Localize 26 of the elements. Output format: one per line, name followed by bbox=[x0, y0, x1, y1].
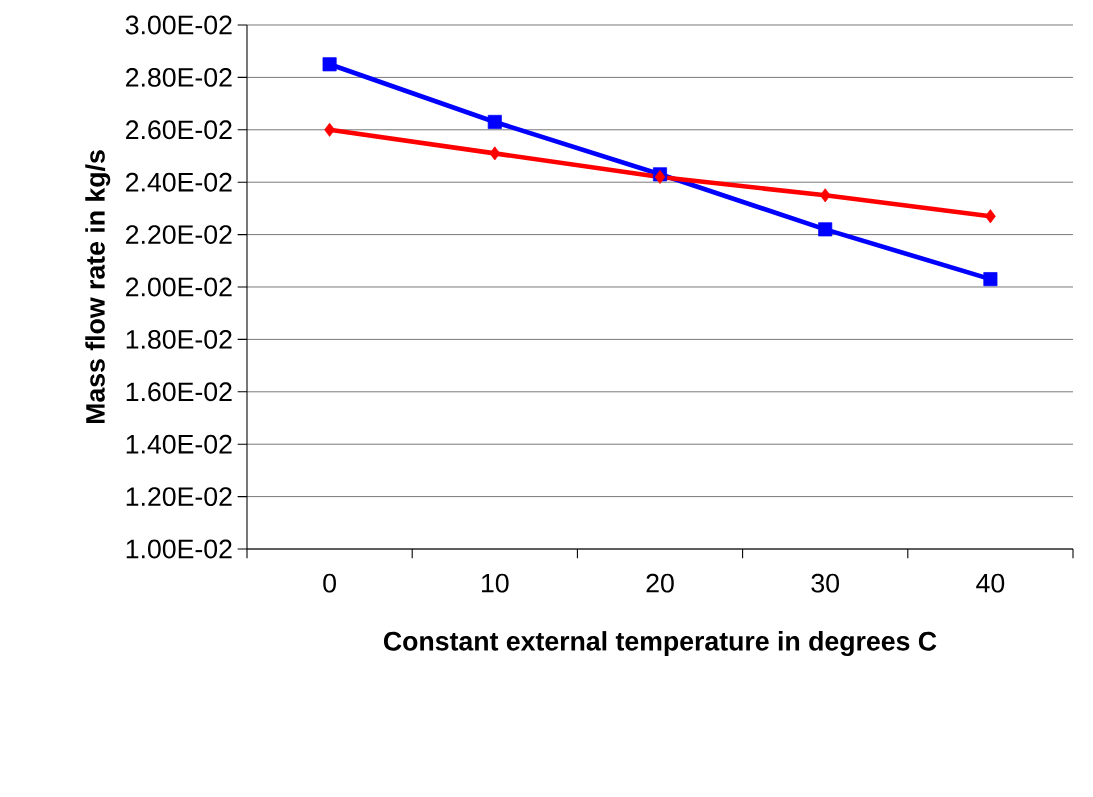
y-tick-label: 1.00E-02 bbox=[126, 539, 232, 559]
point bbox=[324, 122, 335, 137]
point bbox=[983, 272, 998, 287]
y-tick-label: 2.20E-02 bbox=[126, 225, 232, 245]
x-tick-label: 40 bbox=[976, 573, 1005, 593]
y-tick-label: 1.40E-02 bbox=[126, 434, 232, 454]
x-tick-label: 10 bbox=[482, 573, 509, 593]
y-tick-label: 1.80E-02 bbox=[126, 329, 232, 349]
y-tick-label: 2.00E-02 bbox=[126, 277, 232, 297]
point bbox=[487, 114, 502, 129]
point bbox=[819, 188, 831, 203]
y-tick-label: 1.20E-02 bbox=[126, 487, 232, 507]
point bbox=[489, 146, 501, 161]
point bbox=[322, 57, 337, 72]
y-tick-label: 2.40E-02 bbox=[126, 172, 232, 192]
x-axis-title: Constant external temperature in degrees C bbox=[383, 631, 937, 657]
y-tick-label: 2.80E-02 bbox=[126, 67, 232, 87]
y-tick-label: 1.60E-02 bbox=[126, 382, 232, 402]
point bbox=[818, 222, 833, 237]
y-tick-label: 3.00E-02 bbox=[125, 15, 232, 35]
y-axis-title: Mass flow rate in kg/s bbox=[85, 150, 111, 424]
y-tick-label: 2.60E-02 bbox=[126, 120, 232, 140]
point bbox=[985, 209, 996, 224]
x-tick-label: 0 bbox=[323, 573, 336, 593]
x-tick-label: 20 bbox=[646, 573, 674, 593]
x-tick-label: 30 bbox=[811, 573, 839, 593]
